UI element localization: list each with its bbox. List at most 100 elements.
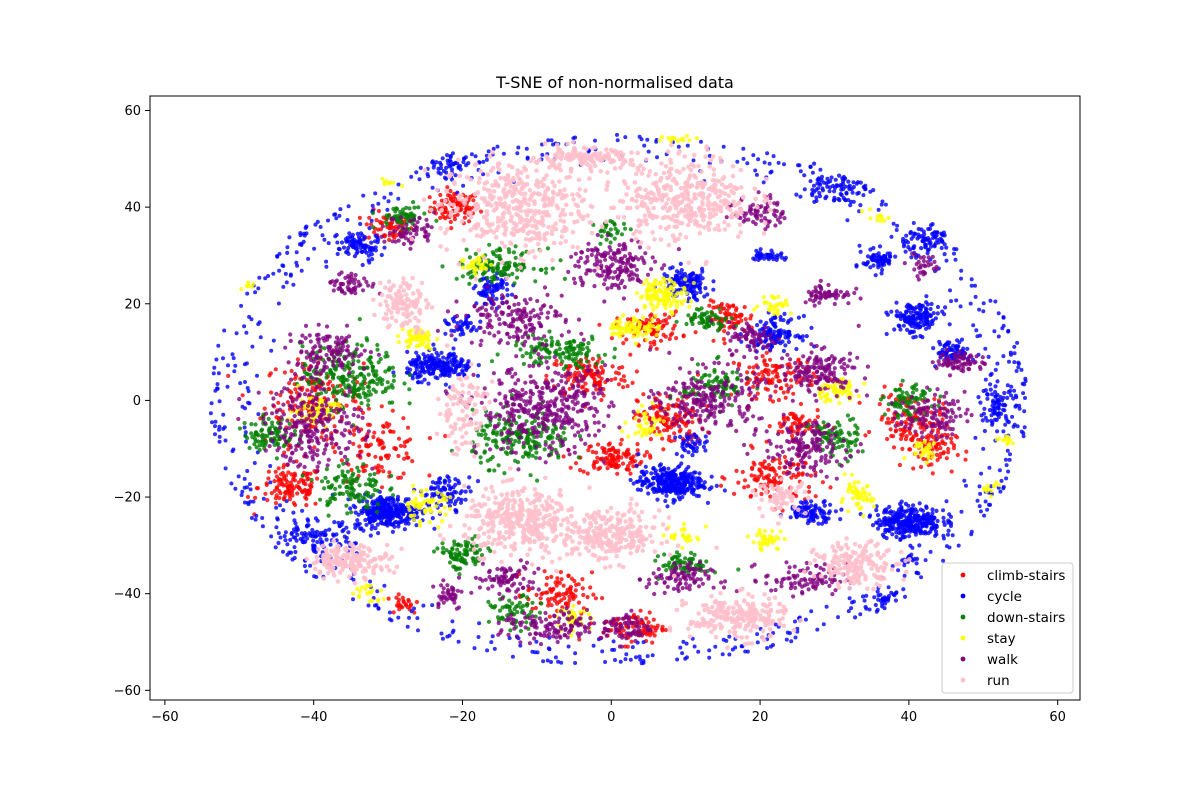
point bbox=[375, 589, 380, 594]
point bbox=[464, 163, 469, 168]
point bbox=[810, 170, 815, 175]
point bbox=[962, 478, 967, 483]
point bbox=[364, 522, 369, 527]
point bbox=[909, 255, 914, 260]
point bbox=[889, 433, 894, 439]
point bbox=[765, 151, 770, 156]
point bbox=[897, 462, 903, 468]
point bbox=[863, 187, 868, 192]
point bbox=[561, 454, 566, 459]
point bbox=[850, 190, 855, 195]
point bbox=[770, 399, 776, 404]
point bbox=[619, 377, 624, 382]
point bbox=[596, 442, 601, 447]
point bbox=[787, 631, 792, 636]
point bbox=[445, 634, 450, 639]
point bbox=[645, 137, 650, 142]
point bbox=[727, 634, 732, 639]
point bbox=[781, 416, 786, 422]
point bbox=[1007, 359, 1011, 364]
point bbox=[623, 135, 628, 140]
point bbox=[903, 509, 909, 514]
point bbox=[711, 299, 716, 304]
point bbox=[731, 360, 736, 365]
point bbox=[971, 323, 976, 328]
point bbox=[689, 277, 694, 282]
point bbox=[593, 596, 599, 601]
point bbox=[915, 517, 920, 523]
point bbox=[743, 649, 748, 654]
point bbox=[798, 194, 803, 199]
point bbox=[899, 523, 904, 528]
point bbox=[217, 424, 222, 429]
point bbox=[340, 529, 345, 534]
point bbox=[372, 230, 377, 235]
point bbox=[462, 215, 467, 220]
point bbox=[452, 191, 457, 196]
point bbox=[924, 504, 929, 509]
point bbox=[612, 463, 617, 468]
point bbox=[690, 488, 695, 493]
point bbox=[599, 397, 604, 403]
point bbox=[768, 170, 773, 175]
point bbox=[815, 414, 821, 419]
point bbox=[289, 472, 294, 477]
point bbox=[794, 346, 799, 352]
point bbox=[549, 603, 554, 608]
point bbox=[707, 655, 712, 660]
point bbox=[664, 489, 669, 494]
point bbox=[293, 502, 298, 508]
point bbox=[775, 253, 780, 258]
point bbox=[1019, 367, 1024, 372]
point bbox=[611, 639, 616, 644]
point bbox=[274, 525, 279, 530]
point bbox=[780, 339, 785, 344]
point bbox=[676, 144, 681, 149]
point bbox=[446, 475, 451, 480]
point bbox=[887, 420, 892, 425]
point bbox=[534, 639, 539, 644]
point bbox=[1022, 425, 1027, 430]
point bbox=[630, 459, 636, 464]
point bbox=[873, 602, 878, 608]
point bbox=[380, 440, 385, 446]
point bbox=[765, 363, 770, 368]
point bbox=[868, 247, 873, 252]
point bbox=[755, 323, 760, 328]
point bbox=[446, 483, 451, 488]
point bbox=[661, 447, 666, 452]
point bbox=[1004, 463, 1009, 468]
point bbox=[858, 612, 863, 617]
point bbox=[703, 286, 708, 291]
point bbox=[618, 442, 623, 447]
point bbox=[988, 298, 993, 303]
point bbox=[820, 521, 825, 526]
point bbox=[424, 360, 429, 365]
point bbox=[472, 646, 477, 651]
point bbox=[402, 444, 407, 449]
point bbox=[495, 144, 500, 149]
point bbox=[727, 325, 732, 330]
point bbox=[634, 369, 640, 374]
point bbox=[378, 495, 383, 500]
point bbox=[1019, 429, 1024, 434]
point bbox=[703, 448, 708, 453]
point bbox=[917, 543, 922, 548]
point bbox=[282, 462, 287, 467]
point bbox=[711, 287, 716, 292]
point bbox=[676, 465, 681, 470]
point bbox=[440, 156, 445, 161]
point bbox=[993, 394, 998, 399]
point bbox=[287, 497, 293, 502]
point bbox=[533, 650, 537, 655]
point bbox=[269, 390, 274, 395]
point bbox=[827, 509, 832, 514]
point bbox=[388, 191, 393, 196]
point bbox=[983, 499, 988, 504]
point bbox=[351, 441, 356, 446]
point bbox=[821, 500, 826, 505]
point bbox=[656, 488, 661, 494]
point bbox=[351, 432, 357, 437]
point bbox=[680, 488, 686, 493]
point bbox=[255, 373, 259, 378]
